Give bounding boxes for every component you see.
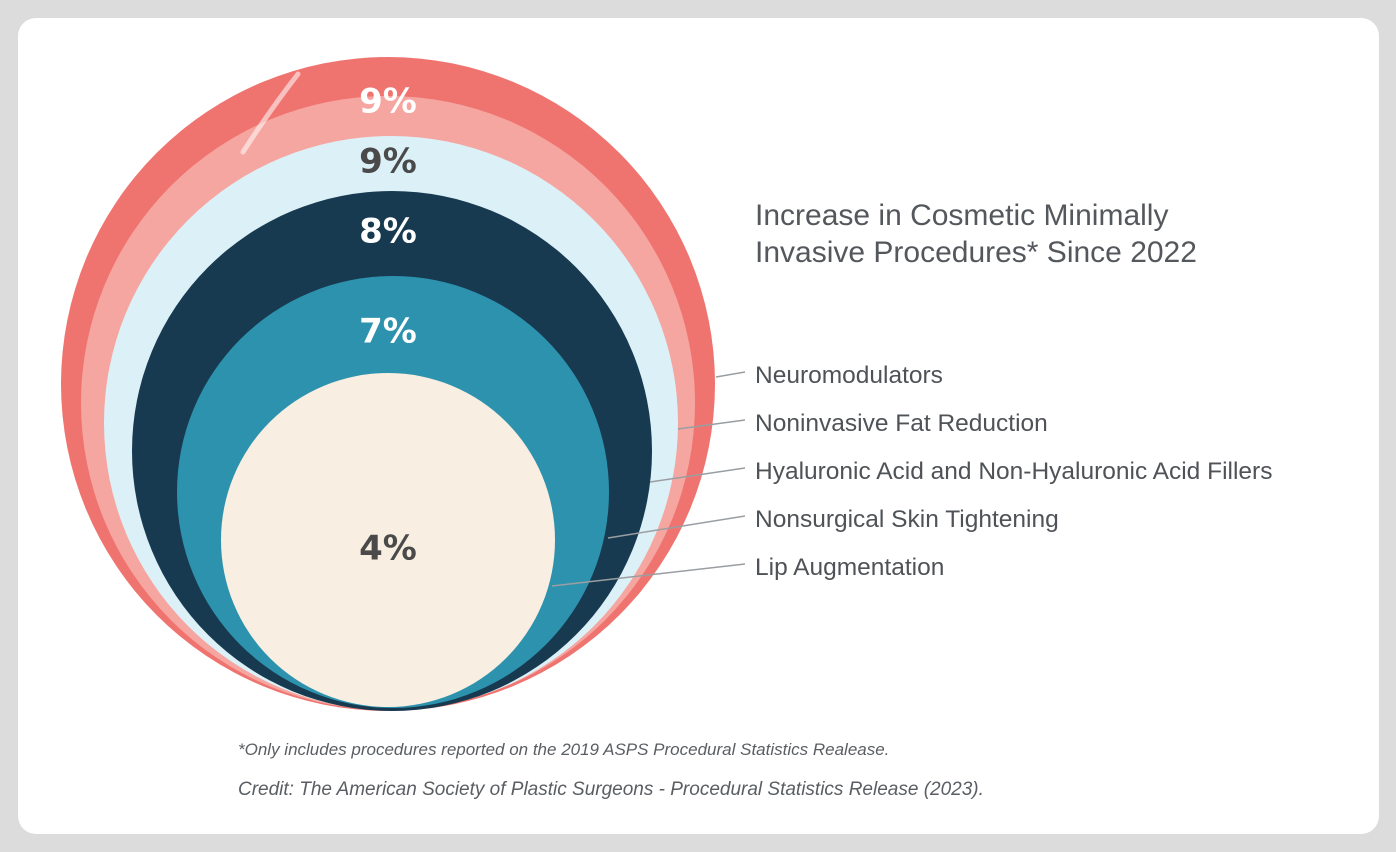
footnote-note: *Only includes procedures reported on th… (238, 740, 890, 759)
leader-line-neuromodulators (715, 371, 746, 378)
value-label-nonsurgical-skin-tightening: 7% (359, 312, 417, 352)
value-label-lip-augmentation: 4% (359, 529, 417, 569)
leader-line-noninvasive-fat-reduction (677, 419, 746, 430)
legend-label-neuromodulators: Neuromodulators (755, 362, 943, 389)
leader-line-lip-augmentation (551, 563, 746, 587)
outer-ring-highlight (240, 71, 301, 155)
value-label-neuromodulators: 9% (359, 82, 417, 122)
leader-line-hyaluronic-acid-and-non-hyaluronic-acid-fillers (649, 467, 746, 483)
chart-title: Increase in Cosmetic Minimally Invasive … (755, 199, 1197, 269)
circle-lip-augmentation (221, 373, 555, 707)
legend-label-lip-augmentation: Lip Augmentation (755, 554, 945, 581)
legend-label-fat-reduction: Noninvasive Fat Reduction (755, 410, 1048, 437)
value-label-noninvasive-fat-reduction: 9% (359, 142, 417, 182)
legend-label-fillers: Hyaluronic Acid and Non-Hyaluronic Acid … (755, 458, 1273, 485)
legend-label-skin-tightening: Nonsurgical Skin Tightening (755, 506, 1059, 533)
leader-line-nonsurgical-skin-tightening (607, 515, 746, 539)
value-label-hyaluronic-acid-and-non-hyaluronic-acid-fillers: 8% (359, 212, 417, 252)
footnote-credit: Credit: The American Society of Plastic … (238, 779, 984, 800)
